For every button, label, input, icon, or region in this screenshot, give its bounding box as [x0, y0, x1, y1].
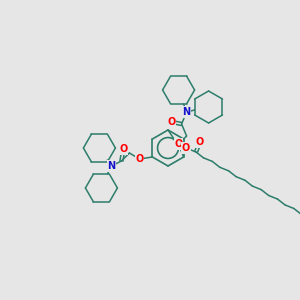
Text: N: N — [107, 161, 116, 171]
Text: O: O — [196, 137, 204, 147]
Text: O: O — [167, 117, 176, 127]
Text: O: O — [135, 154, 143, 164]
Text: N: N — [182, 107, 191, 117]
Text: O: O — [175, 139, 183, 149]
Text: O: O — [182, 143, 190, 153]
Text: O: O — [119, 144, 128, 154]
